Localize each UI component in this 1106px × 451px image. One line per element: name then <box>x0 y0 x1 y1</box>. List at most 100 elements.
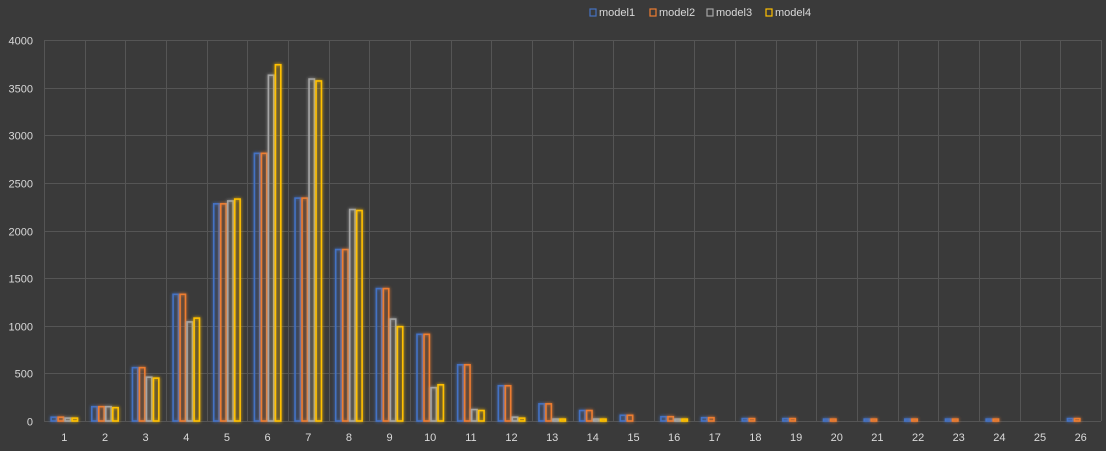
bar <box>104 405 112 422</box>
bar <box>355 209 363 422</box>
y-tick-label: 3500 <box>9 84 33 96</box>
bar <box>904 418 912 422</box>
bar <box>463 363 471 422</box>
bar <box>179 293 187 422</box>
bar <box>334 248 342 422</box>
x-tick-label: 23 <box>953 432 965 444</box>
series-model1 <box>50 152 1074 422</box>
bar <box>545 403 553 422</box>
y-tick-label: 2500 <box>9 179 33 191</box>
bar <box>511 416 519 422</box>
bar <box>456 363 464 422</box>
bar <box>578 409 586 422</box>
legend-label: model1 <box>599 7 635 19</box>
x-tick-label: 22 <box>912 432 924 444</box>
bar <box>193 317 201 422</box>
x-tick-label: 5 <box>224 432 230 444</box>
bar <box>301 197 309 422</box>
bar <box>599 418 607 422</box>
x-tick-label: 3 <box>143 432 149 444</box>
legend-label: model4 <box>775 7 811 19</box>
bar <box>131 366 139 422</box>
bar <box>71 417 79 422</box>
bar <box>951 418 959 422</box>
y-tick-label: 1500 <box>9 274 33 286</box>
bar <box>423 333 431 422</box>
legend-swatch <box>589 8 597 17</box>
series-model4 <box>71 63 689 422</box>
bar <box>585 409 593 422</box>
bars <box>50 63 1081 422</box>
x-tick-label: 10 <box>424 432 436 444</box>
bar <box>64 417 72 422</box>
bar <box>497 384 505 422</box>
bar <box>97 405 105 422</box>
x-tick-label: 15 <box>627 432 639 444</box>
bar <box>396 325 404 422</box>
y-tick-label: 0 <box>27 417 33 429</box>
bar <box>518 417 526 422</box>
bar <box>822 418 830 422</box>
series-model2 <box>57 152 1081 422</box>
series-model3 <box>64 74 682 422</box>
bar <box>992 418 1000 422</box>
bar <box>681 418 689 422</box>
bar <box>674 418 682 422</box>
bar <box>152 377 160 422</box>
bar <box>416 333 424 422</box>
bar <box>437 384 445 422</box>
bar <box>50 416 58 422</box>
bar <box>145 376 153 422</box>
bar <box>138 366 146 422</box>
x-tick-label: 9 <box>387 432 393 444</box>
bar <box>90 405 98 422</box>
x-tick-label: 26 <box>1075 432 1087 444</box>
bar <box>592 418 600 422</box>
bar <box>626 414 634 422</box>
bar <box>308 78 316 422</box>
bar <box>315 80 323 422</box>
x-tick-label: 14 <box>587 432 599 444</box>
bar <box>707 416 715 422</box>
bar <box>741 417 749 422</box>
bar <box>748 417 756 422</box>
bar <box>538 403 546 422</box>
x-tick-label: 7 <box>305 432 311 444</box>
y-tick-label: 1000 <box>9 322 33 334</box>
bar <box>267 74 275 422</box>
bar <box>389 318 397 422</box>
bar <box>1073 417 1081 422</box>
y-tick-label: 4000 <box>9 36 33 48</box>
x-tick-label: 19 <box>790 432 802 444</box>
bar <box>260 152 268 422</box>
x-tick-label: 25 <box>1034 432 1046 444</box>
bar <box>985 418 993 422</box>
bar <box>667 415 675 422</box>
x-tick-label: 17 <box>709 432 721 444</box>
x-tick-label: 24 <box>993 432 1005 444</box>
bar <box>219 203 227 422</box>
legend-swatch <box>706 8 714 17</box>
bar <box>700 416 708 422</box>
y-axis: 0 500 1000 1500 2000 2500 3000 3500 4000 <box>9 36 33 429</box>
bar <box>341 248 349 422</box>
bar <box>559 418 567 422</box>
bar <box>660 415 668 422</box>
x-tick-label: 18 <box>749 432 761 444</box>
y-tick-label: 500 <box>15 369 33 381</box>
x-tick-label: 8 <box>346 432 352 444</box>
gridlines <box>44 40 1102 422</box>
bar <box>863 418 871 422</box>
bar <box>1066 417 1074 422</box>
y-tick-label: 2000 <box>9 227 33 239</box>
bar <box>789 417 797 422</box>
bar <box>552 418 560 422</box>
x-tick-label: 12 <box>505 432 517 444</box>
bar <box>504 384 512 422</box>
x-tick-label: 2 <box>102 432 108 444</box>
x-tick-label: 6 <box>265 432 271 444</box>
bar <box>430 386 438 422</box>
bar <box>944 418 952 422</box>
